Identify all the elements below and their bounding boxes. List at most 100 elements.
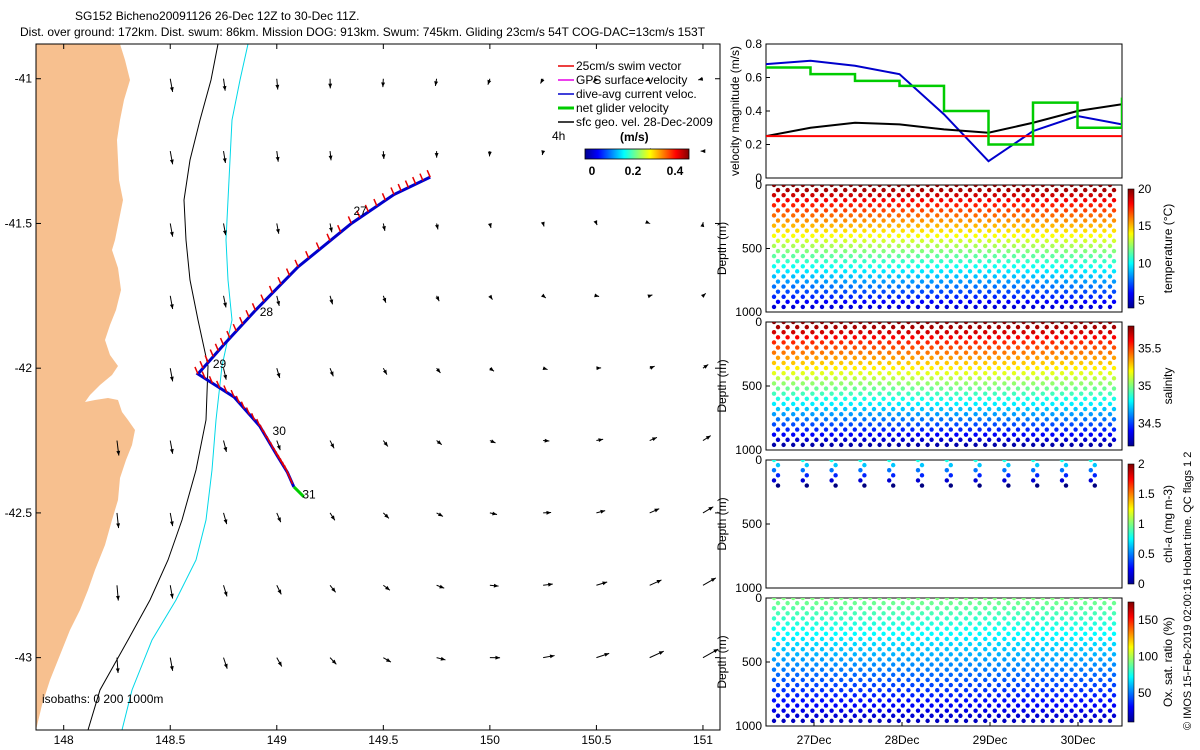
profile-point	[804, 386, 809, 391]
profile-point	[791, 330, 796, 335]
profile-point	[1079, 253, 1084, 259]
profile-point	[958, 631, 963, 637]
profile-point	[810, 698, 815, 703]
header-line-1: SG152 Bicheno20091126 26-Dec 12Z to 30-D…	[75, 9, 359, 23]
profile-point	[1079, 598, 1084, 601]
profile-point	[1083, 600, 1088, 606]
profile-point	[925, 304, 930, 310]
profile-point	[881, 437, 886, 442]
profile-point	[858, 636, 863, 642]
profile-point	[1025, 376, 1030, 381]
profile-point	[1040, 432, 1046, 437]
profile-point	[795, 437, 800, 442]
profile-point	[1050, 360, 1055, 366]
profile-point	[958, 713, 963, 718]
profile-point	[935, 606, 940, 611]
profile-point	[867, 411, 873, 417]
profile-point	[887, 718, 892, 724]
profile-point	[1069, 340, 1074, 345]
profile-point	[1092, 682, 1098, 688]
profile-point	[862, 269, 867, 274]
profile-point	[891, 355, 896, 361]
profile-point	[843, 289, 848, 294]
profile-point	[858, 626, 863, 631]
profile-point	[804, 693, 809, 698]
colorbar-tick-label: 0.5	[1138, 547, 1155, 561]
profile-point	[848, 274, 853, 279]
profile-point	[852, 621, 857, 626]
profile-point	[839, 401, 844, 407]
profile-point	[814, 662, 819, 667]
profile-point	[858, 698, 863, 703]
profile-point	[958, 672, 963, 677]
profile-point	[1063, 621, 1069, 626]
current-arrow-head	[382, 225, 386, 231]
profile-point	[1073, 259, 1078, 264]
profile-point	[963, 636, 969, 642]
profile-point	[996, 208, 1001, 213]
profile-point	[843, 248, 848, 254]
profile-point	[1063, 652, 1069, 657]
current-arrow-head	[544, 438, 550, 443]
profile-point	[804, 324, 809, 330]
profile-point	[1111, 238, 1117, 244]
profile-point	[771, 636, 777, 642]
profile-point	[1011, 422, 1017, 427]
profile-point	[954, 304, 959, 310]
profile-point	[948, 386, 953, 391]
profile-point	[843, 662, 848, 667]
profile-point	[887, 360, 892, 366]
profile-point	[843, 417, 848, 422]
profile-point	[867, 698, 873, 703]
profile-point	[877, 677, 882, 683]
profile-point	[1073, 279, 1078, 284]
profile-point	[929, 198, 934, 203]
profile-point	[819, 233, 825, 238]
profile-point	[833, 289, 838, 294]
profile-point	[791, 304, 796, 310]
profile-point	[1015, 335, 1021, 340]
profile-point	[867, 185, 873, 188]
profile-point	[977, 208, 982, 213]
profile-point	[862, 248, 867, 254]
profile-point	[919, 187, 925, 193]
profile-point	[785, 682, 790, 688]
profile-point	[944, 432, 949, 437]
profile-point	[1092, 437, 1098, 442]
current-arrow-head	[223, 446, 228, 452]
profile-point	[967, 641, 973, 647]
profile-point	[795, 187, 800, 193]
profile-point	[877, 381, 882, 386]
vel-series-1	[766, 103, 1122, 138]
profile-point	[910, 652, 915, 657]
profile-point	[919, 713, 925, 718]
profile-point	[1044, 218, 1050, 223]
profile-point	[1002, 708, 1007, 713]
profile-point	[871, 693, 877, 698]
profile-point	[939, 631, 944, 637]
profile-point	[800, 322, 805, 325]
profile-point	[1021, 185, 1026, 188]
profile-point	[935, 340, 940, 345]
profile-point	[1006, 437, 1011, 442]
profile-point	[1044, 417, 1050, 422]
current-arrow-head	[594, 293, 600, 298]
profile-point	[1035, 355, 1040, 361]
profile-point	[891, 641, 896, 647]
profile-point	[848, 626, 853, 631]
profile-point	[963, 616, 969, 621]
profile-point	[887, 606, 892, 611]
profile-point	[1107, 401, 1113, 407]
profile-point	[891, 269, 896, 274]
y-tick-label: -41	[15, 72, 33, 86]
swim-vector	[390, 187, 395, 195]
profile-point	[935, 708, 940, 713]
profile-point	[977, 672, 982, 677]
profile-point	[992, 253, 997, 259]
profile-point	[1069, 442, 1074, 448]
profile-point	[881, 641, 886, 647]
profile-point	[1011, 192, 1017, 198]
profile-point	[1069, 647, 1074, 652]
profile-point	[781, 626, 786, 631]
profile-point	[791, 442, 796, 448]
